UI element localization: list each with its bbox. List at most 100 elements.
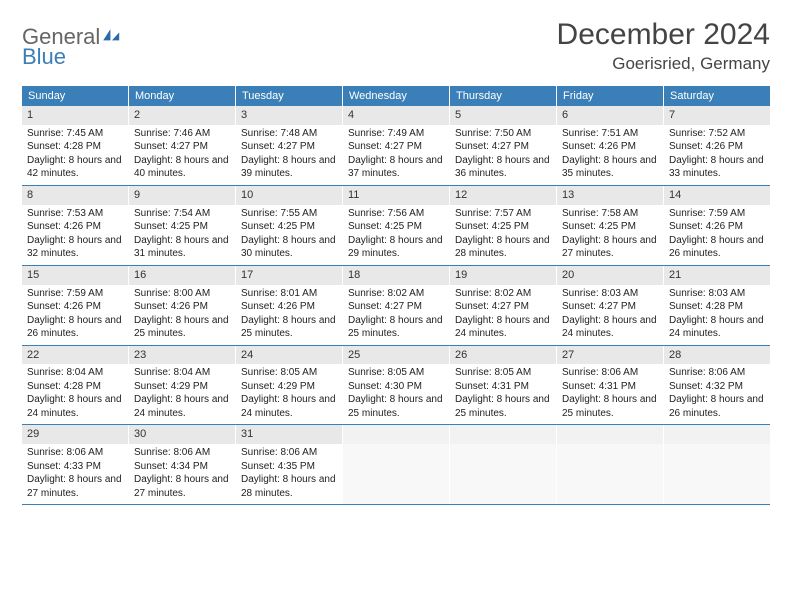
day-cell: 22Sunrise: 8:04 AMSunset: 4:28 PMDayligh… bbox=[22, 346, 129, 425]
day-cell: 31Sunrise: 8:06 AMSunset: 4:35 PMDayligh… bbox=[236, 425, 343, 504]
day-cell: 25Sunrise: 8:05 AMSunset: 4:30 PMDayligh… bbox=[343, 346, 450, 425]
day-cell: 1Sunrise: 7:45 AMSunset: 4:28 PMDaylight… bbox=[22, 106, 129, 185]
day-cell: 7Sunrise: 7:52 AMSunset: 4:26 PMDaylight… bbox=[664, 106, 770, 185]
day-body: Sunrise: 7:53 AMSunset: 4:26 PMDaylight:… bbox=[22, 205, 128, 265]
day-body: Sunrise: 7:51 AMSunset: 4:26 PMDaylight:… bbox=[557, 125, 663, 185]
day-number: 28 bbox=[664, 346, 770, 365]
day-cell: 26Sunrise: 8:05 AMSunset: 4:31 PMDayligh… bbox=[450, 346, 557, 425]
day-number: 2 bbox=[129, 106, 235, 125]
day-cell: 28Sunrise: 8:06 AMSunset: 4:32 PMDayligh… bbox=[664, 346, 770, 425]
day-body: Sunrise: 7:59 AMSunset: 4:26 PMDaylight:… bbox=[664, 205, 770, 265]
day-cell: 10Sunrise: 7:55 AMSunset: 4:25 PMDayligh… bbox=[236, 186, 343, 265]
day-cell: 20Sunrise: 8:03 AMSunset: 4:27 PMDayligh… bbox=[557, 266, 664, 345]
day-number: 20 bbox=[557, 266, 663, 285]
day-body: Sunrise: 7:58 AMSunset: 4:25 PMDaylight:… bbox=[557, 205, 663, 265]
weekday-header: Sunday bbox=[22, 86, 129, 106]
day-cell: 18Sunrise: 8:02 AMSunset: 4:27 PMDayligh… bbox=[343, 266, 450, 345]
day-cell: 2Sunrise: 7:46 AMSunset: 4:27 PMDaylight… bbox=[129, 106, 236, 185]
logo-sail-icon bbox=[101, 24, 123, 46]
day-number: 8 bbox=[22, 186, 128, 205]
week-row: 29Sunrise: 8:06 AMSunset: 4:33 PMDayligh… bbox=[22, 425, 770, 505]
weekday-header: Thursday bbox=[450, 86, 557, 106]
day-cell: 12Sunrise: 7:57 AMSunset: 4:25 PMDayligh… bbox=[450, 186, 557, 265]
day-body: Sunrise: 8:06 AMSunset: 4:32 PMDaylight:… bbox=[664, 364, 770, 424]
day-body: Sunrise: 7:49 AMSunset: 4:27 PMDaylight:… bbox=[343, 125, 449, 185]
day-cell: 9Sunrise: 7:54 AMSunset: 4:25 PMDaylight… bbox=[129, 186, 236, 265]
day-body: Sunrise: 8:03 AMSunset: 4:27 PMDaylight:… bbox=[557, 285, 663, 345]
day-number: 12 bbox=[450, 186, 556, 205]
day-body: Sunrise: 7:54 AMSunset: 4:25 PMDaylight:… bbox=[129, 205, 235, 265]
day-number: 30 bbox=[129, 425, 235, 444]
day-number: 25 bbox=[343, 346, 449, 365]
day-body-empty bbox=[664, 444, 770, 504]
day-body: Sunrise: 8:03 AMSunset: 4:28 PMDaylight:… bbox=[664, 285, 770, 345]
day-body-empty bbox=[450, 444, 556, 504]
page-title: December 2024 bbox=[557, 18, 770, 52]
week-row: 15Sunrise: 7:59 AMSunset: 4:26 PMDayligh… bbox=[22, 266, 770, 346]
day-number-empty: . bbox=[557, 425, 663, 444]
day-number: 14 bbox=[664, 186, 770, 205]
day-number-empty: . bbox=[343, 425, 449, 444]
day-cell: 21Sunrise: 8:03 AMSunset: 4:28 PMDayligh… bbox=[664, 266, 770, 345]
week-row: 1Sunrise: 7:45 AMSunset: 4:28 PMDaylight… bbox=[22, 106, 770, 186]
day-body: Sunrise: 8:06 AMSunset: 4:34 PMDaylight:… bbox=[129, 444, 235, 504]
day-cell: 3Sunrise: 7:48 AMSunset: 4:27 PMDaylight… bbox=[236, 106, 343, 185]
day-body: Sunrise: 8:06 AMSunset: 4:33 PMDaylight:… bbox=[22, 444, 128, 504]
week-row: 22Sunrise: 8:04 AMSunset: 4:28 PMDayligh… bbox=[22, 346, 770, 426]
day-body: Sunrise: 8:05 AMSunset: 4:30 PMDaylight:… bbox=[343, 364, 449, 424]
day-number: 22 bbox=[22, 346, 128, 365]
logo-word-2: Blue bbox=[22, 46, 123, 68]
day-cell: 17Sunrise: 8:01 AMSunset: 4:26 PMDayligh… bbox=[236, 266, 343, 345]
day-number-empty: . bbox=[450, 425, 556, 444]
day-number: 17 bbox=[236, 266, 342, 285]
day-body: Sunrise: 7:55 AMSunset: 4:25 PMDaylight:… bbox=[236, 205, 342, 265]
day-body-empty bbox=[557, 444, 663, 504]
day-body: Sunrise: 8:05 AMSunset: 4:31 PMDaylight:… bbox=[450, 364, 556, 424]
day-number: 10 bbox=[236, 186, 342, 205]
day-body: Sunrise: 8:06 AMSunset: 4:35 PMDaylight:… bbox=[236, 444, 342, 504]
day-number: 18 bbox=[343, 266, 449, 285]
weekday-header-row: SundayMondayTuesdayWednesdayThursdayFrid… bbox=[22, 86, 770, 106]
day-cell: 14Sunrise: 7:59 AMSunset: 4:26 PMDayligh… bbox=[664, 186, 770, 265]
day-body: Sunrise: 8:02 AMSunset: 4:27 PMDaylight:… bbox=[343, 285, 449, 345]
day-number: 9 bbox=[129, 186, 235, 205]
location-label: Goerisried, Germany bbox=[557, 54, 770, 74]
day-cell: 19Sunrise: 8:02 AMSunset: 4:27 PMDayligh… bbox=[450, 266, 557, 345]
day-cell: 4Sunrise: 7:49 AMSunset: 4:27 PMDaylight… bbox=[343, 106, 450, 185]
day-number: 31 bbox=[236, 425, 342, 444]
day-cell: 5Sunrise: 7:50 AMSunset: 4:27 PMDaylight… bbox=[450, 106, 557, 185]
day-body: Sunrise: 7:57 AMSunset: 4:25 PMDaylight:… bbox=[450, 205, 556, 265]
day-cell: 23Sunrise: 8:04 AMSunset: 4:29 PMDayligh… bbox=[129, 346, 236, 425]
day-number: 11 bbox=[343, 186, 449, 205]
day-cell: 27Sunrise: 8:06 AMSunset: 4:31 PMDayligh… bbox=[557, 346, 664, 425]
day-cell: 30Sunrise: 8:06 AMSunset: 4:34 PMDayligh… bbox=[129, 425, 236, 504]
day-number: 24 bbox=[236, 346, 342, 365]
day-number: 5 bbox=[450, 106, 556, 125]
day-number: 3 bbox=[236, 106, 342, 125]
title-block: December 2024 Goerisried, Germany bbox=[557, 18, 770, 74]
day-body: Sunrise: 7:45 AMSunset: 4:28 PMDaylight:… bbox=[22, 125, 128, 185]
day-cell: 13Sunrise: 7:58 AMSunset: 4:25 PMDayligh… bbox=[557, 186, 664, 265]
weekday-header: Wednesday bbox=[343, 86, 450, 106]
day-cell: 29Sunrise: 8:06 AMSunset: 4:33 PMDayligh… bbox=[22, 425, 129, 504]
day-cell: 16Sunrise: 8:00 AMSunset: 4:26 PMDayligh… bbox=[129, 266, 236, 345]
day-body: Sunrise: 7:52 AMSunset: 4:26 PMDaylight:… bbox=[664, 125, 770, 185]
day-cell: 24Sunrise: 8:05 AMSunset: 4:29 PMDayligh… bbox=[236, 346, 343, 425]
day-body: Sunrise: 8:00 AMSunset: 4:26 PMDaylight:… bbox=[129, 285, 235, 345]
day-number: 13 bbox=[557, 186, 663, 205]
day-cell: 8Sunrise: 7:53 AMSunset: 4:26 PMDaylight… bbox=[22, 186, 129, 265]
day-number: 4 bbox=[343, 106, 449, 125]
day-body-empty bbox=[343, 444, 449, 504]
weekday-header: Saturday bbox=[664, 86, 770, 106]
day-number: 7 bbox=[664, 106, 770, 125]
day-number: 15 bbox=[22, 266, 128, 285]
day-number-empty: . bbox=[664, 425, 770, 444]
day-number: 1 bbox=[22, 106, 128, 125]
logo: GeneralBlue bbox=[22, 18, 123, 68]
day-number: 29 bbox=[22, 425, 128, 444]
day-body: Sunrise: 7:59 AMSunset: 4:26 PMDaylight:… bbox=[22, 285, 128, 345]
day-cell: 6Sunrise: 7:51 AMSunset: 4:26 PMDaylight… bbox=[557, 106, 664, 185]
day-body: Sunrise: 7:50 AMSunset: 4:27 PMDaylight:… bbox=[450, 125, 556, 185]
day-body: Sunrise: 8:02 AMSunset: 4:27 PMDaylight:… bbox=[450, 285, 556, 345]
day-cell: 15Sunrise: 7:59 AMSunset: 4:26 PMDayligh… bbox=[22, 266, 129, 345]
